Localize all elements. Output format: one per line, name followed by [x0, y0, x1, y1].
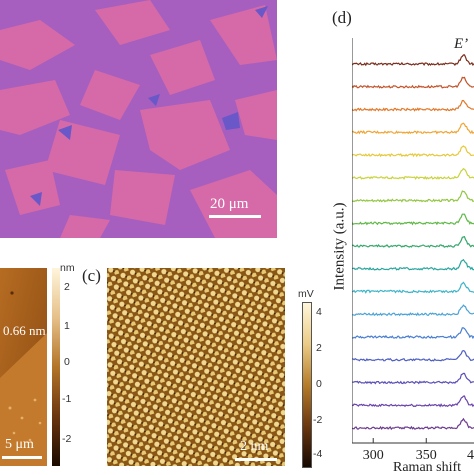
stm-cb-tick: 0	[316, 378, 322, 390]
afm-cb-tick: 2	[64, 281, 70, 293]
scale-bar-a	[209, 215, 261, 218]
stm-cb-tick: 2	[316, 342, 322, 354]
raman-spectrum-line	[352, 281, 474, 294]
afm-cb-tick: 1	[64, 320, 70, 332]
x-tick-label: 300	[362, 448, 384, 463]
raman-spectrum-line	[352, 190, 474, 203]
raman-spectrum-line	[352, 417, 474, 431]
scale-bar-label-b: 5 μm	[5, 437, 34, 452]
raman-spectra-plot	[352, 38, 474, 444]
panel-label-c: (c)	[82, 266, 101, 285]
y-axis-label: Intensity (a.u.)	[331, 202, 348, 291]
raman-spectrum-line	[352, 122, 474, 135]
x-tick-label: 4	[467, 448, 474, 463]
scale-bar-c	[235, 458, 277, 461]
scale-bar-b	[2, 456, 42, 459]
raman-spectrum-line	[352, 213, 474, 226]
panel-label-d: (d)	[332, 8, 352, 27]
raman-spectrum-line	[352, 395, 474, 408]
afm-height-image	[0, 268, 47, 466]
raman-spectrum-line	[352, 145, 474, 158]
flake-regions	[0, 0, 277, 238]
raman-spectrum-line	[352, 99, 474, 112]
stm-cb-tick: 4	[316, 306, 322, 318]
optical-image-panel: 20 μm	[0, 0, 277, 238]
stm-image	[107, 268, 285, 466]
raman-spectrum-line	[352, 350, 474, 362]
raman-spectrum-line	[352, 304, 474, 317]
stm-panel: 2 nm	[107, 268, 285, 466]
raman-spectrum-line	[352, 167, 474, 180]
thick-regions	[30, 6, 268, 206]
x-axis-label: Raman shift	[393, 460, 462, 475]
stm-colorbar	[302, 302, 312, 468]
optical-micrograph	[0, 0, 277, 238]
raman-spectrum-line	[352, 327, 474, 340]
raman-spectrum-line	[352, 235, 474, 248]
stm-colorbar-unit: mV	[298, 288, 314, 300]
afm-cb-tick: -1	[62, 393, 72, 405]
afm-colorbar	[52, 268, 60, 466]
afm-cb-tick: -2	[62, 433, 72, 445]
scale-bar-label-a: 20 μm	[210, 196, 249, 212]
raman-spectrum-line	[352, 258, 474, 271]
stm-cb-tick: -4	[313, 448, 323, 460]
afm-cb-tick: 0	[64, 356, 70, 368]
x-tick-label: 350	[415, 448, 437, 463]
raman-spectrum-line	[352, 76, 474, 89]
raman-spectrum-line	[352, 372, 474, 385]
scale-bar-label-c: 2 nm	[240, 439, 269, 454]
raman-spectrum-line	[352, 54, 474, 67]
peak-label: E’	[454, 36, 469, 52]
afm-colorbar-unit: nm	[60, 262, 75, 274]
thickness-label: 0.66 nm	[3, 323, 46, 338]
stm-cb-tick: -2	[313, 414, 323, 426]
afm-panel: 0.66 nm 5 μm	[0, 268, 75, 466]
